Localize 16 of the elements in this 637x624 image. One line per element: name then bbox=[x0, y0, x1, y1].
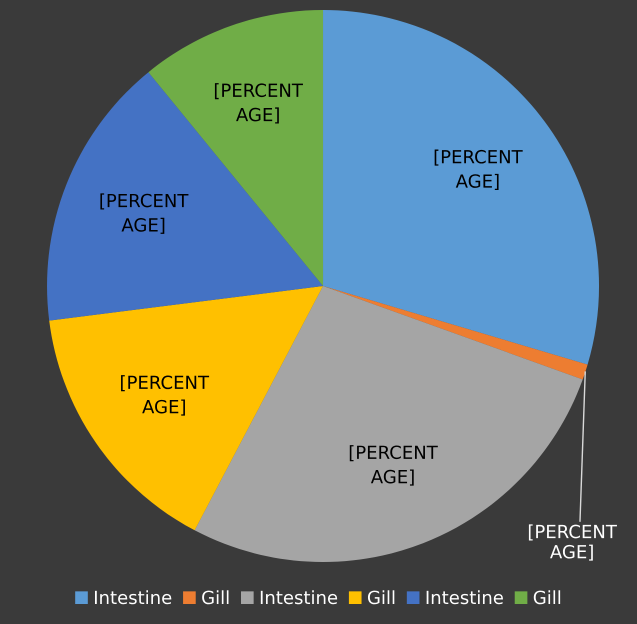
data-label: [PERCENT AGE] bbox=[434, 150, 523, 190]
data-label: [PERCENT AGE] bbox=[350, 445, 438, 486]
legend-label: Gill bbox=[202, 590, 228, 604]
data-label: [PERCENT AGE] bbox=[121, 375, 210, 416]
legend-label: Intestine bbox=[260, 590, 338, 604]
legend-label: Intestine bbox=[426, 590, 503, 604]
legend-label: Gill bbox=[534, 590, 560, 604]
pie-slice bbox=[47, 72, 324, 321]
pie-slice bbox=[49, 286, 324, 530]
legend-label: Intestine bbox=[95, 590, 172, 604]
pie-slice bbox=[323, 286, 588, 380]
data-label: [PERCENT AGE] bbox=[100, 193, 188, 234]
legend-label: Gill bbox=[368, 590, 394, 604]
pie-slice bbox=[323, 10, 599, 365]
data-label: [PERCENT AGE] bbox=[528, 524, 617, 561]
data-label: [PERCENT AGE] bbox=[214, 83, 303, 124]
